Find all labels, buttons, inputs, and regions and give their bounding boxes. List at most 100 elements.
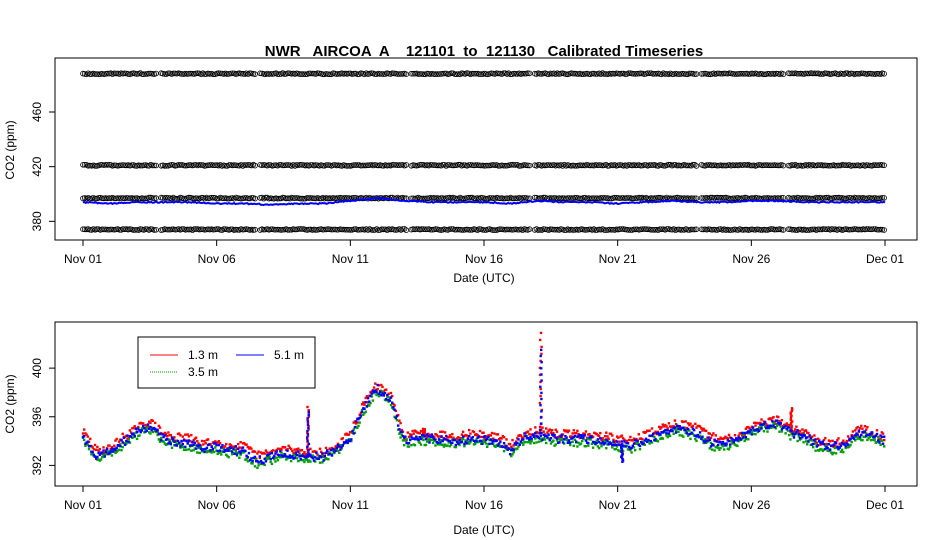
data-point-3-5-m <box>762 430 766 433</box>
data-point-3-5-m <box>856 437 859 440</box>
spike-point-1-3-m <box>789 415 793 419</box>
data-point-5-1-m <box>671 429 674 433</box>
data-point-5-1-m <box>405 441 408 444</box>
data-point-1-3-m <box>785 422 788 425</box>
data-point-5-1-m <box>489 438 492 441</box>
data-point-1-3-m <box>501 435 504 438</box>
data-point-1-3-m <box>461 430 465 433</box>
data-point-1-3-m <box>522 436 525 439</box>
spike-point-1-3-m <box>791 420 794 423</box>
calibration-point <box>641 162 648 168</box>
data-point-1-3-m <box>689 422 692 425</box>
calibration-point <box>193 226 199 232</box>
chart-title: NWR AIRCOA A 121101 to 121130 Calibrated… <box>265 43 704 60</box>
data-point-5-1-m <box>640 441 643 444</box>
data-point-5-1-m <box>498 442 501 445</box>
calibration-point <box>403 162 410 168</box>
data-point-5-1-m <box>808 434 811 437</box>
calibration-point <box>823 162 830 169</box>
data-point-5-1-m <box>565 436 568 439</box>
calibration-point <box>163 163 170 169</box>
calibration-point <box>483 71 489 77</box>
calibration-point <box>580 162 587 169</box>
data-point-5-1-m <box>593 441 596 444</box>
data-point-1-3-m <box>637 433 640 436</box>
data-point-5-1-m <box>351 429 354 433</box>
calibration-point <box>591 195 597 202</box>
data-point-1-3-m <box>549 431 553 434</box>
data-point-3-5-m <box>360 408 364 412</box>
data-point-5-1-m <box>393 408 396 411</box>
data-point-3-5-m <box>618 449 621 453</box>
data-point-1-3-m <box>709 436 713 440</box>
data-point-3-5-m <box>196 451 199 454</box>
data-point-3-5-m <box>797 435 800 438</box>
calibration-point <box>735 71 741 77</box>
data-point-3-5-m <box>185 448 188 451</box>
data-point-3-5-m <box>534 437 537 440</box>
calibration-point <box>132 163 138 169</box>
data-point-3-5-m <box>431 441 435 445</box>
data-point-3-5-m <box>157 438 160 441</box>
data-point-5-1-m <box>564 435 567 438</box>
calibration-point <box>146 194 152 201</box>
data-point-5-1-m <box>110 447 114 450</box>
data-point-5-1-m <box>334 449 337 452</box>
data-point-5-1-m <box>121 441 124 444</box>
calibration-point <box>309 195 316 202</box>
calibration-point <box>344 226 350 233</box>
data-point-1-3-m <box>605 431 608 434</box>
calibration-point <box>723 70 729 77</box>
data-point-5-1-m <box>599 437 602 440</box>
data-point-1-3-m <box>778 420 781 423</box>
calibration-point <box>328 226 335 233</box>
data-point-1-3-m <box>203 440 206 443</box>
calibration-point <box>853 70 860 77</box>
data-point-3-5-m <box>520 441 524 445</box>
data-point-5-1-m <box>366 397 370 400</box>
data-point-5-1-m <box>665 432 668 435</box>
data-point-5-1-m <box>353 426 357 429</box>
data-point-5-1-m <box>729 443 732 446</box>
data-point-3-5-m <box>812 446 815 449</box>
data-point-5-1-m <box>880 435 883 439</box>
calibration-point <box>92 71 98 77</box>
data-point-5-1-m <box>182 439 186 442</box>
data-point-1-3-m <box>828 440 832 443</box>
data-point-5-1-m <box>788 426 791 429</box>
calibration-point <box>104 226 111 233</box>
spike-point-5-1-m <box>539 385 542 388</box>
data-point-5-1-m <box>448 439 452 443</box>
data-point-1-3-m <box>815 441 818 444</box>
data-point-5-1-m <box>638 444 642 448</box>
data-point-5-1-m <box>763 421 767 424</box>
data-point-1-3-m <box>712 432 715 435</box>
data-point-5-1-m <box>468 435 471 438</box>
calibration-point <box>500 195 507 202</box>
data-point-1-3-m <box>114 439 117 442</box>
data-point-5-1-m <box>293 456 296 459</box>
calibration-point <box>589 70 595 77</box>
data-point-5-1-m <box>387 398 390 402</box>
data-point-5-1-m <box>158 432 162 436</box>
data-point-5-1-m <box>708 438 711 441</box>
calibration-point <box>773 162 780 169</box>
data-point-1-3-m <box>83 428 86 431</box>
spike-point-5-1-m <box>540 410 543 413</box>
calibration-point <box>279 162 286 169</box>
calibration-point <box>139 71 145 77</box>
data-point-3-5-m <box>163 442 166 445</box>
data-point-5-1-m <box>529 436 532 439</box>
data-point-5-1-m <box>748 430 751 434</box>
calibration-point <box>617 226 623 232</box>
data-point-5-1-m <box>345 439 348 442</box>
data-point-3-5-m <box>821 449 824 453</box>
data-point-1-3-m <box>659 427 662 430</box>
calibration-point <box>465 162 472 168</box>
data-point-5-1-m <box>664 428 667 432</box>
data-point-5-1-m <box>287 455 290 459</box>
data-point-5-1-m <box>103 455 106 458</box>
data-point-3-5-m <box>553 444 556 447</box>
calibration-point <box>464 195 470 201</box>
